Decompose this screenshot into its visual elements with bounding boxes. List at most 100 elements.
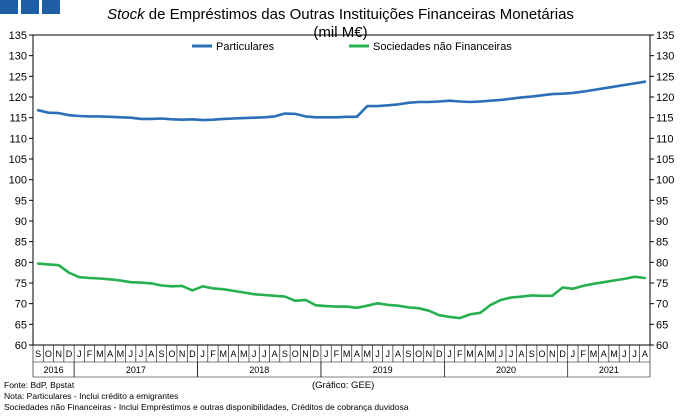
- x-tick-label: J: [139, 349, 144, 359]
- y-tick-label-left: 60: [15, 340, 27, 352]
- x-tick-label: O: [539, 349, 546, 359]
- x-tick-label: F: [580, 349, 586, 359]
- x-tick-label: D: [189, 349, 196, 359]
- x-tick-label: J: [509, 349, 514, 359]
- x-tick-label: M: [363, 349, 371, 359]
- x-tick-label: A: [477, 349, 483, 359]
- series-line-particulares: [36, 80, 647, 122]
- y-tick-label-right: 95: [656, 195, 668, 207]
- x-tick-label: A: [395, 349, 401, 359]
- x-tick-label: S: [35, 349, 41, 359]
- y-tick-label-left: 125: [9, 71, 27, 83]
- x-tick-label: O: [292, 349, 299, 359]
- x-tick-label: F: [334, 349, 340, 359]
- x-tick-label: S: [405, 349, 411, 359]
- y-tick-label-right: 125: [656, 71, 674, 83]
- year-label: 2021: [599, 365, 619, 375]
- x-tick-label: J: [375, 349, 380, 359]
- x-tick-label: N: [549, 349, 556, 359]
- header-square: [21, 0, 39, 14]
- x-tick-label: F: [87, 349, 93, 359]
- series-line-sociedades: [36, 262, 647, 320]
- chart-title-rest: de Empréstimos das Outras Instituições F…: [144, 6, 574, 23]
- x-tick-label: J: [77, 349, 82, 359]
- x-tick-label: A: [107, 349, 113, 359]
- x-tick-label: M: [343, 349, 351, 359]
- x-tick-label: N: [302, 349, 309, 359]
- x-tick-label: A: [601, 349, 607, 359]
- x-tick-label: A: [231, 349, 237, 359]
- chart-title-italic: Stock: [107, 6, 145, 23]
- x-tick-label: J: [252, 349, 257, 359]
- y-tick-label-right: 120: [656, 92, 674, 104]
- x-tick-label: D: [436, 349, 443, 359]
- y-tick-label-right: 135: [656, 30, 674, 42]
- y-tick-label-right: 90: [656, 216, 668, 228]
- x-tick-label: S: [159, 349, 165, 359]
- x-tick-label: S: [282, 349, 288, 359]
- year-label: 2020: [496, 365, 516, 375]
- legend-label: Particulares: [216, 41, 275, 53]
- y-tick-label-left: 70: [15, 299, 27, 311]
- footer-note-sociedades: Sociedades não Financeiras - Inclui Empr…: [4, 402, 409, 412]
- year-label: 2017: [126, 365, 146, 375]
- x-tick-label: J: [632, 349, 637, 359]
- y-tick-label-left: 115: [9, 113, 27, 125]
- x-tick-label: J: [324, 349, 329, 359]
- x-tick-label: J: [262, 349, 267, 359]
- x-tick-label: M: [610, 349, 618, 359]
- x-tick-label: J: [447, 349, 452, 359]
- x-tick-label: D: [559, 349, 566, 359]
- x-tick-label: J: [622, 349, 627, 359]
- header-square: [42, 0, 60, 14]
- x-tick-label: J: [499, 349, 504, 359]
- legend-label: Sociedades não Financeiras: [373, 41, 512, 53]
- y-tick-label-right: 115: [656, 113, 674, 125]
- y-tick-label-left: 110: [9, 133, 27, 145]
- year-label: 2018: [249, 365, 269, 375]
- header-square: [0, 0, 18, 14]
- plot-frame: [32, 34, 651, 346]
- y-tick-label-left: 80: [15, 257, 27, 269]
- x-tick-label: D: [66, 349, 73, 359]
- x-tick-label: A: [642, 349, 648, 359]
- footer-note-particulares: Nota: Particulares - Inclui crédito a em…: [4, 391, 179, 401]
- x-tick-label: N: [179, 349, 186, 359]
- y-tick-label-left: 75: [15, 278, 27, 290]
- y-tick-label-left: 65: [15, 319, 27, 331]
- footer-source: Fonte: BdP, Bpstat: [4, 380, 75, 390]
- x-tick-label: J: [571, 349, 576, 359]
- x-tick-label: N: [426, 349, 433, 359]
- chart-subtitle: (mil M€): [313, 24, 368, 41]
- y-tick-label-right: 75: [656, 278, 668, 290]
- x-tick-label: M: [466, 349, 474, 359]
- y-tick-label-right: 100: [656, 175, 674, 187]
- y-tick-label-left: 135: [9, 30, 27, 42]
- x-tick-label: F: [210, 349, 216, 359]
- x-tick-label: M: [590, 349, 598, 359]
- x-tick-label: M: [240, 349, 248, 359]
- y-tick-label-right: 60: [656, 340, 668, 352]
- x-tick-label: S: [529, 349, 535, 359]
- year-label: 2019: [373, 365, 393, 375]
- footer-credit: (Gráfico: GEE): [312, 380, 375, 391]
- x-tick-label: M: [117, 349, 125, 359]
- x-tick-label: M: [219, 349, 227, 359]
- y-tick-label-left: 95: [15, 195, 27, 207]
- header-squares: [0, 0, 60, 14]
- x-tick-label: F: [457, 349, 463, 359]
- y-tick-label-right: 70: [656, 299, 668, 311]
- y-tick-label-right: 105: [656, 154, 674, 166]
- y-tick-label-right: 65: [656, 319, 668, 331]
- y-tick-label-right: 80: [656, 257, 668, 269]
- x-tick-label: N: [55, 349, 62, 359]
- y-tick-label-left: 90: [15, 216, 27, 228]
- y-tick-label-left: 120: [9, 92, 27, 104]
- y-tick-label-right: 85: [656, 237, 668, 249]
- y-tick-label-left: 105: [9, 154, 27, 166]
- x-tick-label: A: [148, 349, 154, 359]
- y-tick-label-right: 110: [656, 133, 674, 145]
- x-tick-label: A: [354, 349, 360, 359]
- year-label: 2016: [44, 365, 64, 375]
